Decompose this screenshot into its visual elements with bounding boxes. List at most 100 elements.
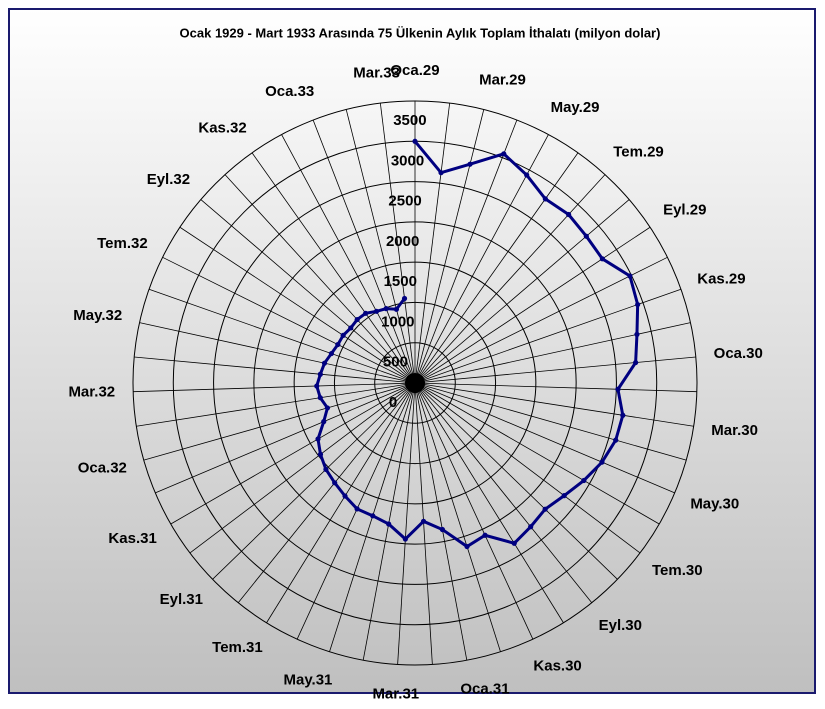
data-point — [615, 386, 621, 392]
data-point — [340, 332, 346, 338]
spoke — [414, 199, 630, 384]
data-point — [439, 526, 445, 533]
spoke — [200, 199, 416, 384]
data-point — [317, 451, 324, 457]
data-point — [633, 359, 639, 366]
spoke — [179, 226, 416, 384]
spoke — [155, 382, 416, 494]
r-tick-label: 0 — [389, 394, 397, 411]
data-point — [438, 170, 444, 176]
data-point — [332, 480, 338, 486]
category-label: Eyl.30 — [599, 617, 642, 634]
spoke — [212, 382, 416, 580]
spoke — [251, 152, 416, 384]
spoke — [414, 382, 501, 652]
spoke — [414, 382, 593, 603]
data-point — [420, 518, 427, 524]
category-label: Oca.30 — [714, 345, 763, 362]
category-label: May.30 — [690, 496, 739, 513]
data-point — [599, 459, 605, 465]
data-point — [314, 383, 320, 389]
spoke — [224, 174, 416, 384]
category-label: May.32 — [73, 307, 122, 324]
r-tick-label: 2500 — [388, 193, 421, 210]
category-label: Mar.32 — [68, 384, 115, 401]
data-point — [354, 316, 360, 323]
spoke — [237, 382, 416, 603]
data-point — [412, 138, 418, 144]
data-point — [370, 513, 376, 519]
data-point — [482, 532, 488, 538]
spoke — [414, 382, 564, 623]
data-point — [528, 524, 534, 530]
plot-area: 0 500 1000 1500 2000 2500 3000 3500 Oca.29 Mar.29… — [68, 62, 762, 702]
category-label: Kas.30 — [533, 657, 581, 674]
data-point — [467, 161, 473, 167]
category-label: Kas.29 — [697, 270, 745, 287]
spoke — [136, 382, 416, 427]
category-label: Kas.31 — [108, 530, 156, 547]
data-point — [324, 405, 331, 411]
r-tick-label: 2000 — [386, 233, 419, 250]
spoke — [266, 382, 416, 623]
data-point — [354, 506, 360, 512]
spoke — [414, 256, 668, 384]
data-point — [501, 151, 507, 157]
spoke — [143, 382, 416, 461]
category-label: Eyl.29 — [663, 202, 706, 219]
spoke — [414, 119, 518, 384]
data-point — [335, 341, 341, 348]
spoke — [414, 103, 451, 384]
spoke — [397, 382, 416, 665]
spoke — [170, 382, 416, 525]
spoke — [414, 382, 660, 525]
spoke — [414, 356, 696, 384]
category-label: Mar.33 — [353, 64, 400, 81]
spoke — [345, 109, 416, 384]
spoke — [414, 152, 579, 384]
data-point — [317, 395, 323, 401]
spoke — [133, 382, 416, 393]
category-label: Oca.29 — [390, 62, 439, 79]
spoke — [414, 382, 468, 661]
data-point — [401, 295, 408, 302]
data-point — [317, 371, 323, 377]
r-tick-label: 1500 — [384, 273, 417, 290]
category-label: May.31 — [283, 671, 332, 688]
spoke — [414, 226, 651, 384]
category-label: Mar.29 — [479, 71, 526, 88]
data-point — [323, 466, 329, 472]
data-point — [613, 437, 619, 443]
spoke — [414, 382, 534, 640]
data-point — [386, 521, 392, 527]
data-point — [342, 493, 348, 499]
data-point — [635, 301, 641, 308]
category-label: Oca.32 — [78, 459, 127, 476]
data-point — [566, 211, 572, 218]
category-label: Mar.30 — [711, 422, 758, 439]
r-tick-label: 500 — [383, 354, 408, 371]
category-label: Eyl.32 — [147, 171, 190, 188]
category-label: Eyl.31 — [160, 591, 203, 608]
spoke — [312, 119, 416, 384]
data-point — [464, 543, 470, 550]
spoke — [414, 322, 691, 384]
data-point — [581, 477, 587, 484]
data-point — [315, 436, 321, 442]
spoke — [414, 174, 606, 384]
r-tick-label: 3000 — [391, 152, 424, 169]
category-label: Tem.30 — [652, 562, 703, 579]
data-point — [383, 306, 389, 312]
data-point — [511, 540, 517, 546]
r-tick-label: 3500 — [393, 112, 426, 129]
data-point — [620, 412, 626, 418]
data-point — [348, 325, 354, 331]
data-point — [393, 306, 400, 312]
data-point — [542, 506, 548, 512]
data-point — [328, 350, 335, 357]
data-point — [373, 308, 380, 314]
data-point — [583, 233, 589, 239]
data-point — [402, 536, 408, 542]
center-dot — [405, 373, 425, 393]
